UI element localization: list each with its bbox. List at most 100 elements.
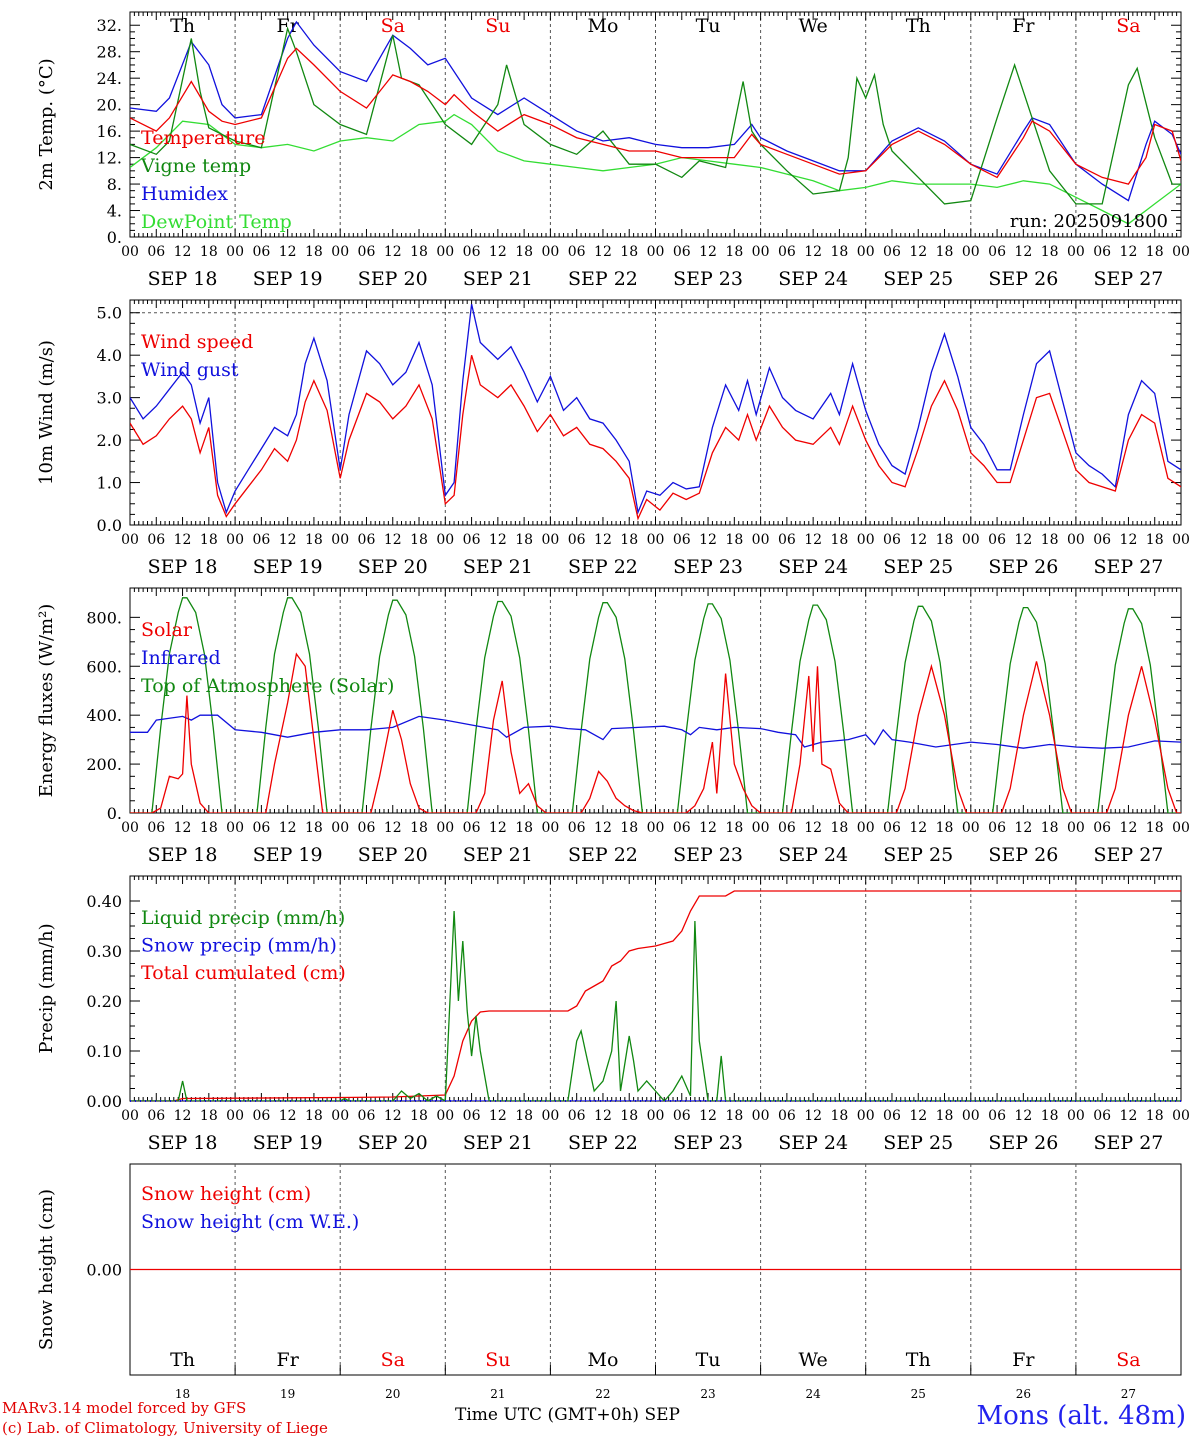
series-line-infrared [130,714,1181,749]
hour-tick-label: 12 [384,532,402,548]
hour-tick-label: 00 [857,1108,875,1124]
hour-tick-label: 00 [752,820,770,836]
hour-tick-label: 12 [1120,1108,1138,1124]
day-number-label: 19 [280,1387,295,1401]
hour-tick-label: 00 [1067,820,1085,836]
hour-tick-label: 18 [831,1108,849,1124]
hour-tick-label: 06 [568,1108,586,1124]
hour-tick-label: 18 [620,244,638,260]
hour-tick-label: 06 [988,1108,1006,1124]
hour-tick-label: 18 [725,244,743,260]
hour-tick-label: 12 [804,532,822,548]
hour-tick-label: 06 [147,532,165,548]
date-label: SEP 21 [463,844,533,866]
day-number-label: 23 [700,1387,715,1401]
hour-tick-label: 18 [936,820,954,836]
legend-entry: DewPoint Temp [141,211,292,233]
hour-tick-label: 12 [489,244,507,260]
hour-tick-label: 00 [1067,1108,1085,1124]
hour-tick-label: 06 [778,532,796,548]
weekday-label: Tu [696,15,721,37]
hour-tick-label: 12 [279,820,297,836]
hour-tick-label: 00 [541,244,559,260]
hour-tick-label: 18 [831,820,849,836]
hour-tick-label: 12 [174,1108,192,1124]
hour-tick-label: 18 [620,532,638,548]
legend-entry: Temperature [141,127,265,149]
hour-tick-label: 06 [463,1108,481,1124]
series-line-dewpoint-temp [130,113,1181,225]
hour-tick-label: 00 [436,1108,454,1124]
legend-entry: Snow precip (mm/h) [141,935,337,957]
weekday-label: Sa [381,1349,405,1371]
hour-tick-label: 18 [515,532,533,548]
hour-tick-label: 18 [1041,532,1059,548]
hour-tick-label: 00 [436,820,454,836]
hour-tick-label: 18 [515,820,533,836]
hour-tick-label: 18 [936,532,954,548]
y-tick-label: 600. [86,657,122,676]
date-label: SEP 26 [988,844,1058,866]
hour-tick-label: 06 [883,532,901,548]
hour-tick-label: 18 [936,244,954,260]
weekday-label: Sa [1116,15,1140,37]
date-label: SEP 20 [358,268,428,290]
y-tick-label: 400. [86,706,122,725]
hour-tick-label: 00 [962,1108,980,1124]
y-tick-label: 20. [97,96,122,115]
series-line-liquid-precip-mm-h- [130,910,1181,1101]
date-label: SEP 22 [568,268,638,290]
hour-tick-label: 18 [200,820,218,836]
hour-tick-label: 12 [1014,532,1032,548]
date-label: SEP 23 [673,1132,743,1154]
date-label: SEP 18 [148,556,218,578]
date-label: SEP 27 [1094,556,1164,578]
day-number-label: 27 [1121,1387,1136,1401]
hour-tick-label: 00 [1067,532,1085,548]
hour-tick-label: 06 [147,1108,165,1124]
hour-tick-label: 12 [489,532,507,548]
hour-tick-label: 06 [778,244,796,260]
y-axis-label: Snow height (cm) [36,1189,57,1350]
hour-tick-label: 18 [515,244,533,260]
hour-tick-label: 18 [725,820,743,836]
weekday-label: Mo [587,15,618,37]
y-tick-label: 0.00 [86,1261,122,1280]
legend-entry: Humidex [141,183,228,205]
hour-tick-label: 06 [1093,244,1111,260]
hour-tick-label: 12 [804,244,822,260]
date-label: SEP 24 [778,556,848,578]
time-axis-label: Time UTC (GMT+0h) SEP [455,1405,680,1425]
series-line-temperature [130,47,1181,185]
legend-entry: Total cumulated (cm) [141,962,346,984]
model-credit: MARv3.14 model forced by GFS [2,1399,247,1417]
hour-tick-label: 12 [489,1108,507,1124]
hour-tick-label: 18 [831,532,849,548]
weekday-label: Su [485,1349,510,1371]
day-number-label: 25 [911,1387,926,1401]
series-line-vigne-temp [130,26,1181,205]
hour-tick-label: 12 [909,820,927,836]
y-tick-label: 0. [107,228,122,247]
hour-tick-label: 12 [1120,244,1138,260]
y-tick-label: 200. [86,755,122,774]
hour-tick-label: 12 [384,820,402,836]
hour-tick-label: 18 [410,532,428,548]
date-label: SEP 24 [778,1132,848,1154]
hour-tick-label: 12 [909,532,927,548]
legend-entry: Top of Atmosphere (Solar) [141,675,394,697]
hour-tick-label: 00 [1172,1108,1190,1124]
date-label: SEP 20 [358,844,428,866]
panel-temperature: 0. 4. 8. 12. 16. 20. 24. 28. 32. 2m Temp. (°C) 00 0… [36,11,1190,290]
hour-tick-label: 18 [410,1108,428,1124]
hour-tick-label: 12 [699,1108,717,1124]
hour-tick-label: 06 [778,820,796,836]
hour-tick-label: 18 [305,244,323,260]
series-line-wind-speed [130,355,1181,521]
date-label: SEP 23 [673,556,743,578]
weekday-label: Th [170,15,195,37]
hour-tick-label: 00 [121,820,139,836]
y-tick-label: 28. [97,43,122,62]
hour-tick-label: 06 [147,820,165,836]
date-label: SEP 20 [358,1132,428,1154]
